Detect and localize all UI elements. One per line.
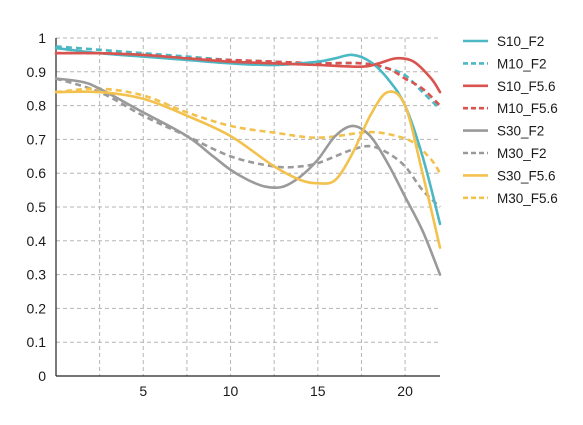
series-line-s30-f2 [54, 77, 442, 276]
series-line-s10-f5-6 [54, 51, 442, 94]
legend-label: S30_F2 [497, 124, 544, 139]
grid [56, 37, 440, 376]
series-line-m30-f2 [55, 77, 441, 208]
y-tick-label: 0.5 [27, 199, 47, 215]
y-tick-label: 0.2 [27, 300, 47, 316]
y-tick-label: 0.4 [27, 233, 47, 249]
legend-label: S10_F5.6 [497, 79, 556, 94]
x-tick-label: 5 [139, 383, 147, 399]
x-tick-label: 15 [310, 383, 326, 399]
series-lines [54, 45, 442, 276]
legend-label: M10_F2 [497, 56, 547, 71]
y-tick-label: 1 [38, 30, 46, 46]
y-tick-label: 0.7 [27, 131, 47, 147]
y-tick-label: 0.3 [27, 267, 47, 283]
y-tick-label: 0.9 [27, 64, 47, 80]
y-tick-label: 0.8 [27, 98, 47, 114]
legend-label: M30_F5.6 [497, 191, 558, 206]
axes: 00.10.20.30.40.50.60.70.80.915 10 15 20 [27, 30, 440, 399]
series-line-s30-f5-6 [54, 90, 442, 249]
x-tick-label: 10 [223, 383, 239, 399]
x-tick-label: 20 [397, 383, 413, 399]
legend: S10_F2 M10_F2 S10_F5.6 M10_F5.6 S30_F2 M30_F2… [463, 34, 558, 206]
legend-label: M10_F5.6 [497, 101, 558, 116]
y-tick-label: 0.1 [27, 334, 47, 350]
y-tick-label: 0.6 [27, 165, 47, 181]
legend-label: S30_F5.6 [497, 168, 556, 183]
legend-label: M30_F2 [497, 146, 547, 161]
legend-label: S10_F2 [497, 34, 544, 49]
y-tick-label: 0 [38, 368, 46, 384]
